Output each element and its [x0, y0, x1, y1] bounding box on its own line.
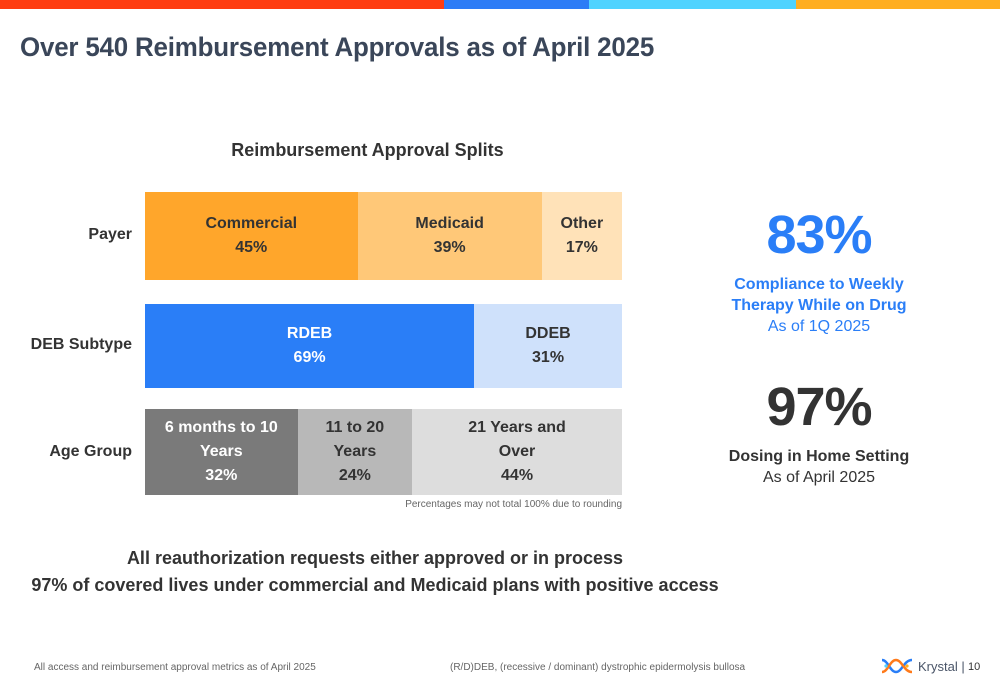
compliance-stat-date: As of 1Q 2025	[767, 318, 871, 335]
page-number: 10	[968, 661, 981, 673]
accent-segment-orange	[796, 0, 1000, 9]
accent-segment-blue	[444, 0, 589, 9]
key-takeaways: All reauthorization requests either appr…	[0, 545, 750, 599]
row-label-payer: Payer	[88, 226, 132, 243]
bar-segment: 21 Years and Over 44%	[412, 409, 622, 495]
rounding-note: Percentages may not total 100% due to ro…	[405, 499, 622, 510]
segment-label-line: DDEB	[525, 325, 571, 342]
stacked-bar-deb-subtype: RDEB 69% DDEB 31%	[145, 304, 622, 388]
segment-label-line: 39%	[433, 239, 466, 256]
accent-segment-cyan	[589, 0, 796, 9]
segment-label-line: 21 Years and	[468, 419, 566, 436]
bar-segment: RDEB 69%	[145, 304, 475, 388]
home-dosing-stat-date: As of April 2025	[762, 469, 876, 486]
segment-label-line: 6 months to 10	[164, 419, 278, 436]
segment-label-line: 17%	[565, 239, 598, 256]
top-accent-bar	[0, 0, 1000, 9]
bar-segment: 11 to 20 Years 24%	[297, 409, 413, 495]
segment-label-line: Over	[498, 443, 536, 460]
segment-label-line: 69%	[293, 349, 326, 366]
compliance-stat-caption: Compliance to Weekly Therapy While on Dr…	[712, 274, 926, 337]
chart-title: Reimbursement Approval Splits	[231, 140, 504, 160]
home-dosing-stat-caption: Dosing in Home Setting As of April 2025	[712, 446, 926, 488]
bar-segment: Medicaid 39%	[357, 192, 542, 280]
segment-label-line: Years	[333, 443, 377, 460]
compliance-stat-label: Compliance to Weekly Therapy While on Dr…	[731, 276, 907, 314]
stacked-bar-payer: Commercial 45% Medicaid 39% Other 17%	[145, 192, 622, 280]
bar-segment: Other 17%	[541, 192, 622, 280]
bar-segment: 6 months to 10 Years 32%	[145, 409, 298, 495]
row-label-deb-subtype: DEB Subtype	[30, 336, 132, 353]
compliance-stat-value: 83%	[766, 205, 872, 265]
segment-label-line: Commercial	[205, 215, 298, 232]
segment-label-line: RDEB	[286, 325, 333, 342]
footer-abbreviation-note: (R/D)DEB, (recessive / dominant) dystrop…	[450, 662, 746, 673]
footer-metrics-note: All access and reimbursement approval me…	[34, 662, 316, 673]
segment-label-line: 11 to 20	[325, 419, 385, 436]
bar-segment: DDEB 31%	[474, 304, 622, 388]
segment-label-line: 31%	[532, 349, 565, 366]
takeaway-line-2: 97% of covered lives under commercial an…	[31, 575, 719, 595]
home-dosing-stat-label: Dosing in Home Setting	[728, 448, 910, 465]
segment-label-line: Medicaid	[415, 215, 484, 232]
home-dosing-stat-value: 97%	[766, 377, 872, 437]
row-label-age-group: Age Group	[49, 443, 132, 460]
accent-segment-red	[0, 0, 444, 9]
segment-label-line: 32%	[205, 467, 238, 484]
takeaway-line-1: All reauthorization requests either appr…	[126, 548, 624, 568]
page-title: Over 540 Reimbursement Approvals as of A…	[20, 32, 655, 62]
krystal-logo-icon	[881, 658, 913, 674]
bar-segment: Commercial 45%	[145, 192, 358, 280]
segment-label-line: 24%	[338, 467, 371, 484]
krystal-logo-text: Krystal |	[918, 658, 965, 674]
segment-label-line: Other	[560, 215, 604, 232]
segment-label-line: 44%	[501, 467, 534, 484]
segment-label-line: 45%	[235, 239, 268, 256]
krystal-logo: Krystal |	[880, 656, 965, 676]
segment-label-line: Years	[199, 443, 243, 460]
stacked-bar-age-group: 6 months to 10 Years 32% 11 to 20 Years 24% 21…	[145, 409, 622, 495]
